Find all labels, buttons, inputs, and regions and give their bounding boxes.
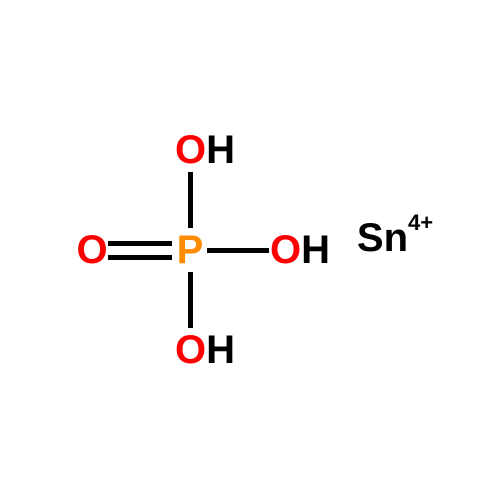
oh-top-group: OH [175,130,235,170]
oh-bottom-group: OH [175,330,235,370]
phosphorus-atom: P [177,230,204,270]
single-bond-top [188,172,193,228]
oh-right-o: O [270,228,301,272]
tin-charge: 4+ [408,210,433,235]
oxygen-double-atom: O [76,230,107,270]
oh-bottom-h: H [206,328,235,372]
oh-top-o: O [175,128,206,172]
tin-symbol: Sn [357,216,408,260]
single-bond-bottom [188,272,193,328]
double-bond-bottom [108,255,172,260]
double-bond-top [108,241,172,246]
oh-right-group: OH [270,230,330,270]
oh-top-h: H [206,128,235,172]
oh-right-h: H [301,228,330,272]
oh-bottom-o: O [175,328,206,372]
single-bond-right [207,248,269,253]
tin-cation: Sn4+ [357,218,433,258]
